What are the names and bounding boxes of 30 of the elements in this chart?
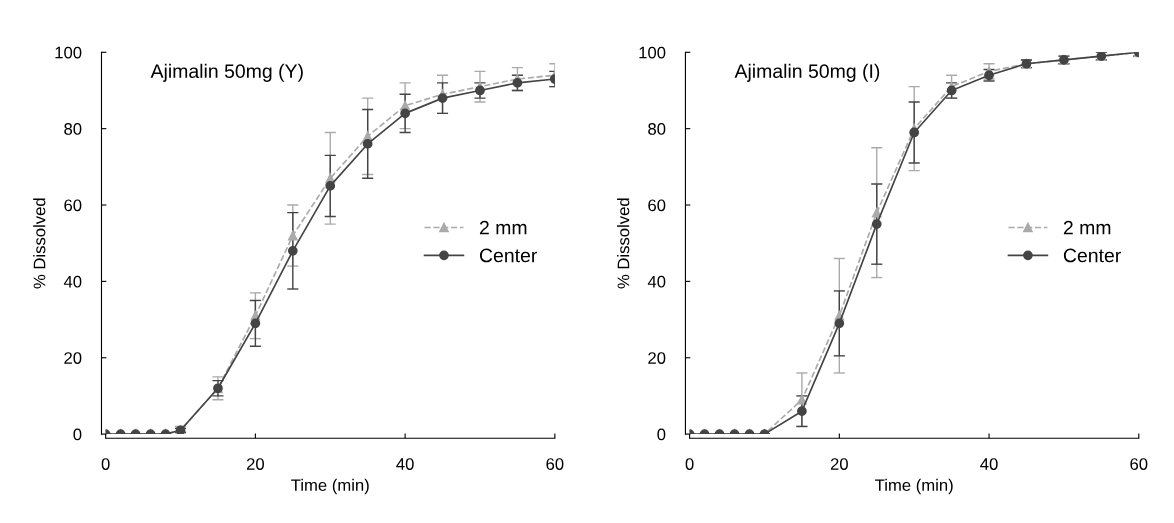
y-tick-label: 80 <box>64 123 82 135</box>
x-tick-label: 40 <box>396 458 414 470</box>
y-tick-label: 60 <box>64 199 82 212</box>
x-tick-label: 20 <box>830 458 848 470</box>
y-axis-title: % Dissolved <box>33 198 46 289</box>
y-tick-label: 100 <box>55 46 82 59</box>
y-tick-label: 100 <box>639 46 666 59</box>
y-tick-label: 60 <box>648 199 666 212</box>
y-tick-label: 40 <box>63 275 82 288</box>
x-tick-label: 60 <box>546 458 564 470</box>
legend-label: Center <box>1063 248 1121 263</box>
text: Ajimalin 50mg (I) <box>734 63 880 82</box>
x-tick-label: 60 <box>1130 458 1148 470</box>
text: Ajimalin 50mg (Y) <box>150 63 303 82</box>
y-tick-label: 0 <box>73 428 82 441</box>
x-axis-title: Time (min) <box>291 478 369 495</box>
y-tick-label: 20 <box>648 352 666 364</box>
x-axis-title: Time (min) <box>875 478 953 495</box>
y-tick-label: 20 <box>64 352 82 364</box>
x-tick-label: 40 <box>980 458 998 470</box>
x-tick-label: 0 <box>685 458 694 470</box>
legend-label: 2 mm <box>479 220 527 235</box>
x-tick-label: 20 <box>246 458 265 470</box>
y-tick-label: 80 <box>648 123 666 135</box>
legend-label: 2 mm <box>1063 220 1111 235</box>
y-tick-label: 40 <box>647 275 666 288</box>
legend-label: Center <box>479 248 538 263</box>
y-tick-label: 0 <box>657 428 666 441</box>
y-axis-title: % Dissolved <box>617 198 630 289</box>
x-tick-label: 0 <box>101 458 110 470</box>
